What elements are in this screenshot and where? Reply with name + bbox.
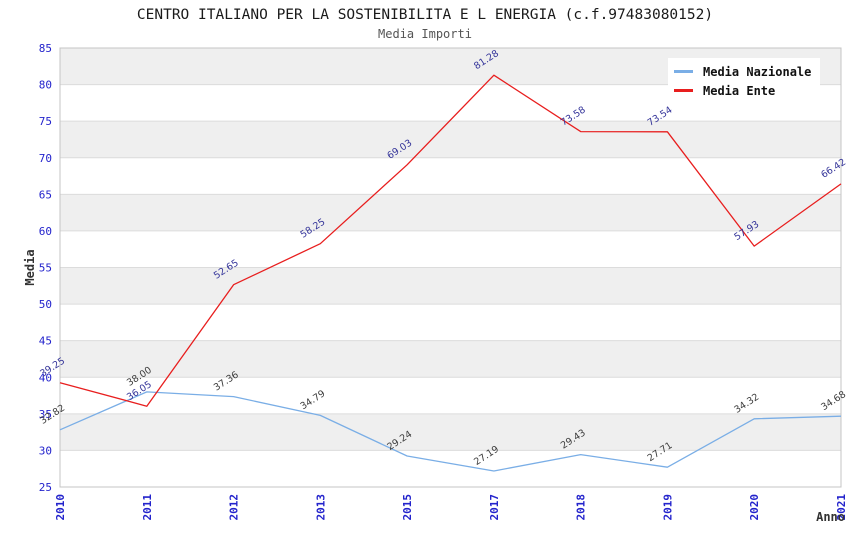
y-tick-label: 85: [39, 42, 52, 55]
y-tick-label: 55: [39, 262, 52, 275]
series-line-media-ente: [59, 74, 842, 407]
legend-swatch-media-nazionale-icon: [674, 70, 693, 73]
chart-subtitle: Media Importi: [378, 27, 472, 41]
y-tick-label: 65: [39, 188, 52, 201]
x-tick-label: 2011: [141, 494, 154, 521]
y-axis-label: Media: [23, 249, 37, 285]
chart-title: CENTRO ITALIANO PER LA SOSTENIBILITA E L…: [136, 7, 714, 23]
legend-label-media-nazionale: Media Nazionale: [703, 64, 812, 79]
x-tick-label: 2021: [835, 494, 848, 521]
y-tick-label: 75: [39, 115, 52, 128]
x-tick-label: 2013: [314, 494, 327, 521]
y-tick-label: 35: [39, 408, 52, 421]
y-tick-label: 40: [39, 371, 52, 384]
x-tick-label: 2020: [748, 494, 761, 521]
x-tick-label: 2017: [488, 494, 501, 521]
x-tick-label: 2010: [54, 494, 67, 521]
legend-swatch-media-ente-icon: [674, 89, 693, 92]
plot-band: [60, 157, 841, 195]
legend: Media Nazionale Media Ente: [668, 58, 820, 104]
plot-band: [60, 267, 841, 305]
legend-item-media-nazionale: Media Nazionale: [674, 62, 820, 81]
x-tick-label: 2012: [228, 494, 241, 521]
plot-band: [60, 230, 841, 268]
series-line-media-nazionale: [59, 391, 842, 472]
x-tick-label: 2015: [401, 494, 414, 521]
y-tick-label: 25: [39, 481, 52, 494]
y-tick-label: 60: [39, 225, 52, 238]
plot-band: [60, 450, 841, 487]
plot-border: [59, 47, 842, 488]
y-tick-label: 50: [39, 298, 52, 311]
plot-band: [60, 304, 841, 341]
legend-label-media-ente: Media Ente: [703, 83, 776, 98]
y-tick-label: 80: [39, 79, 52, 92]
x-tick-label: 2018: [575, 494, 588, 521]
plot-band: [60, 413, 841, 451]
x-tick-label: 2019: [661, 494, 674, 521]
plot-band: [60, 377, 841, 414]
y-tick-label: 45: [39, 335, 52, 348]
plot-band: [60, 340, 841, 378]
plot-band: [60, 194, 841, 231]
x-axis-label: Anno: [816, 510, 845, 524]
y-tick-label: 70: [39, 152, 52, 165]
y-tick-label: 30: [39, 444, 52, 457]
plot-band: [60, 121, 841, 158]
legend-item-media-ente: Media Ente: [674, 81, 820, 100]
